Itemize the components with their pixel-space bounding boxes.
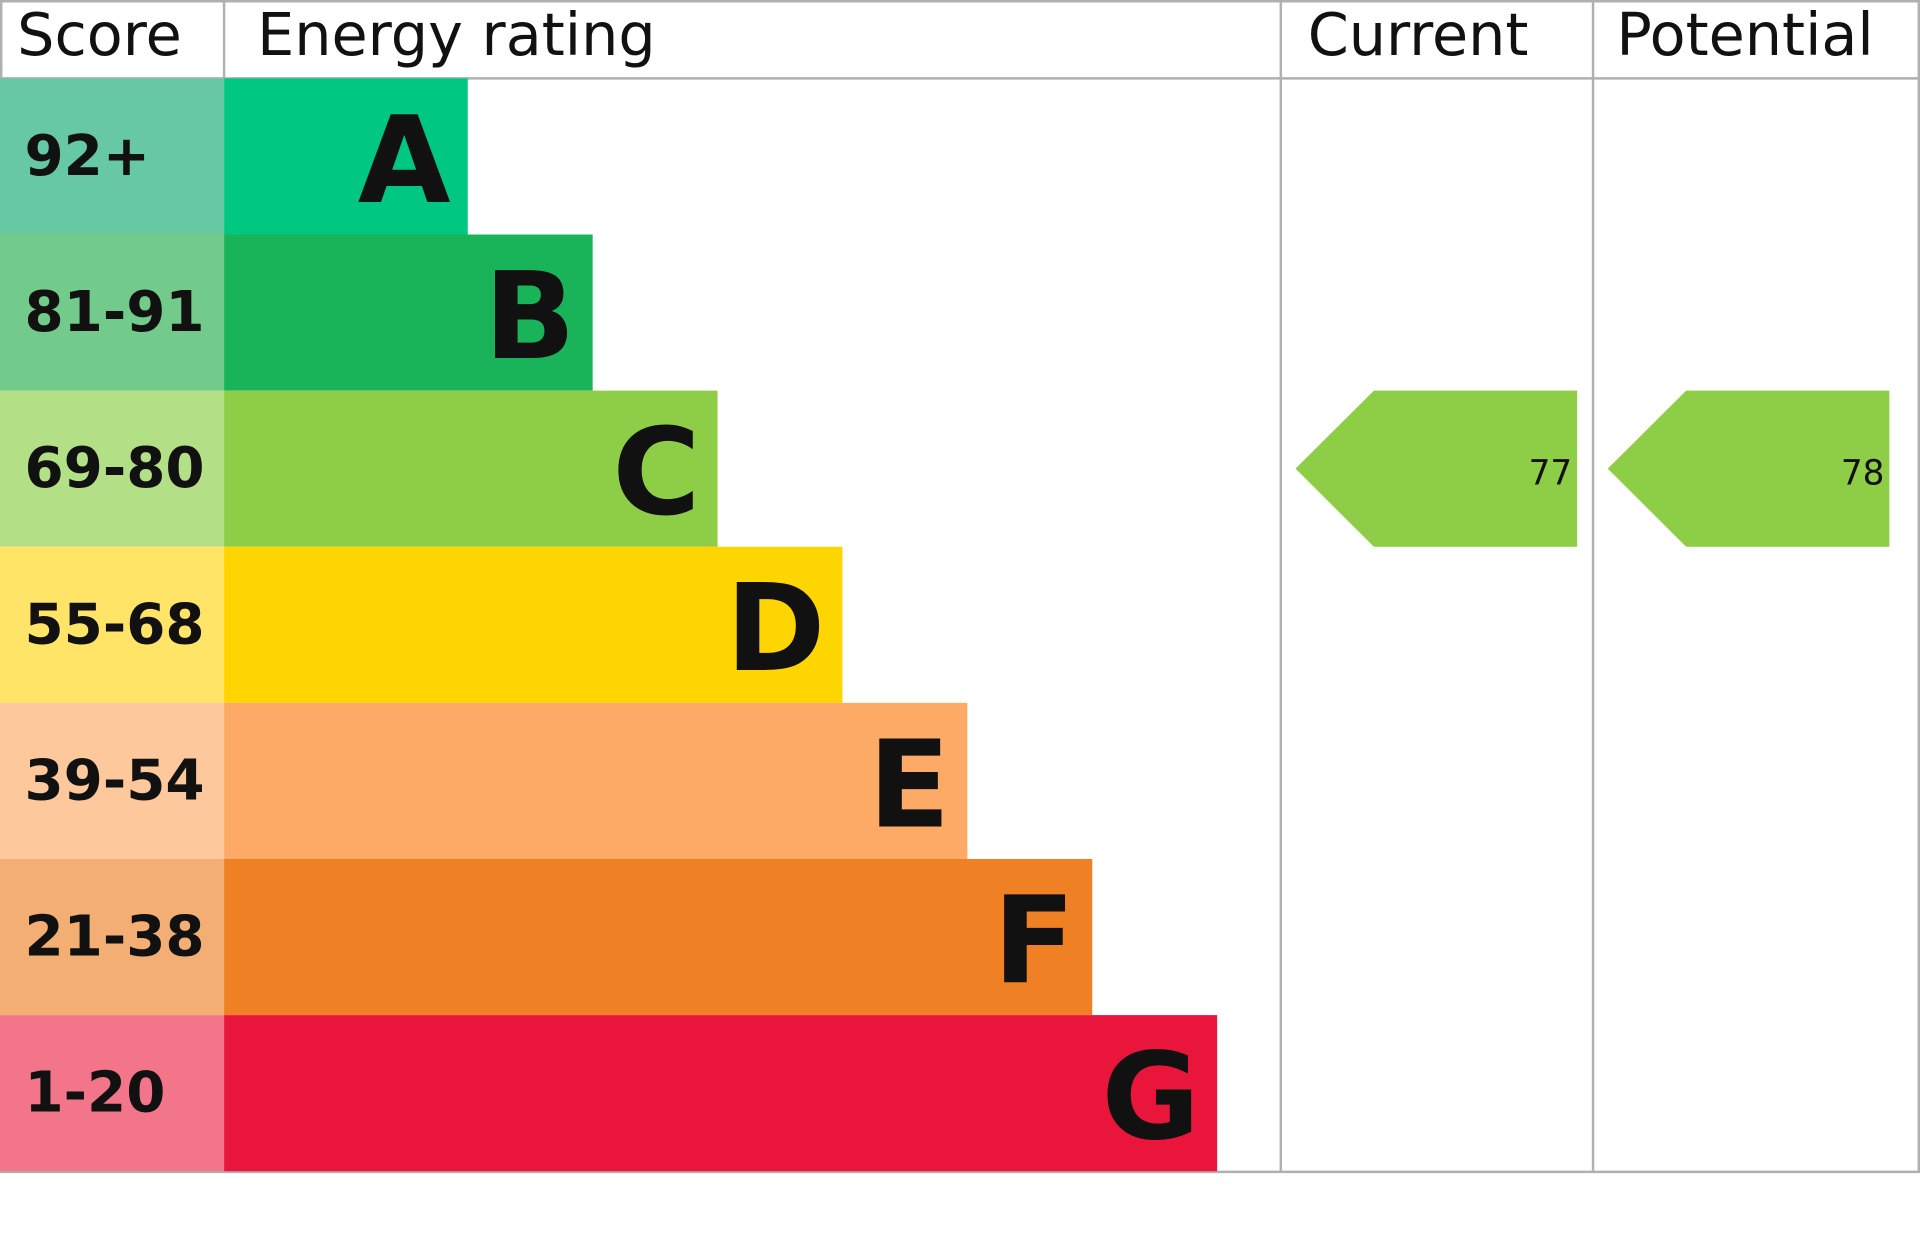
score-cell xyxy=(0,78,225,235)
rating-letter: C xyxy=(612,404,700,543)
score-label: 55-68 xyxy=(24,592,204,657)
rating-bar xyxy=(224,702,968,859)
potential-header: Potential xyxy=(1616,0,1873,69)
score-cell xyxy=(0,702,225,859)
rating-bar xyxy=(224,1015,1218,1172)
rating-letter: D xyxy=(726,560,826,699)
rating-bar xyxy=(224,858,1093,1016)
current-header: Current xyxy=(1308,0,1529,69)
rating-bar xyxy=(224,78,468,235)
rating-letter: E xyxy=(868,716,950,855)
score-label: 21-38 xyxy=(24,905,204,970)
current-value: 77 xyxy=(1529,454,1573,494)
score-cell xyxy=(0,546,225,703)
score-label: 81-91 xyxy=(24,280,204,345)
score-cell xyxy=(0,1015,225,1172)
rating-letter: G xyxy=(1102,1029,1201,1168)
rating-letter: F xyxy=(993,872,1075,1011)
rating-bar xyxy=(224,234,593,391)
score-cell xyxy=(0,390,225,547)
score-cell xyxy=(0,858,225,1016)
rating-letter: B xyxy=(484,248,575,387)
potential-value: 78 xyxy=(1841,454,1885,494)
rating-header: Energy rating xyxy=(257,0,656,69)
potential-arrow xyxy=(1607,390,1890,547)
rating-bar xyxy=(224,546,843,703)
score-label: 39-54 xyxy=(24,748,204,813)
rating-bar xyxy=(224,390,718,547)
score-label: 69-80 xyxy=(24,436,204,501)
score-label: 1-20 xyxy=(24,1061,165,1126)
score-label: 92+ xyxy=(24,124,150,189)
current-arrow xyxy=(1295,390,1578,547)
rating-letter: A xyxy=(358,92,451,231)
score-cell xyxy=(0,234,225,391)
score-header: Score xyxy=(17,0,182,69)
